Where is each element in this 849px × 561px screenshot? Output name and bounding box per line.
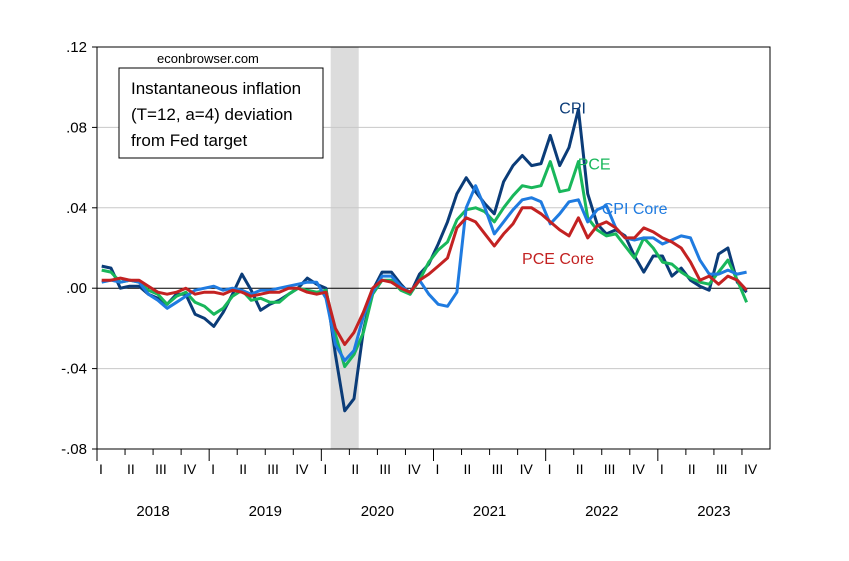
quarter-label-2023-1: I — [660, 461, 664, 477]
series-label-cpi-core: CPI Core — [602, 201, 668, 218]
series-line-cpi-core — [101, 184, 747, 363]
y-axis-ticks: .12 .08 .04 .00 -.04 -.08 — [61, 39, 97, 458]
year-label-2022: 2022 — [585, 503, 618, 520]
year-label-2023: 2023 — [697, 503, 730, 520]
y-tick-label-3: .00 — [66, 280, 87, 297]
watermark-text: econbrowser.com — [157, 51, 259, 66]
quarter-label-2021-2: II — [464, 461, 472, 477]
y-tick-label-4: -.04 — [61, 361, 87, 378]
series-label-pce: PCE — [578, 157, 611, 174]
quarter-label-2018-4: IV — [183, 461, 197, 477]
quarter-label-2018-1: I — [99, 461, 103, 477]
series-label-pce-core: PCE Core — [522, 251, 594, 268]
quarter-label-2020-2: II — [351, 461, 359, 477]
quarter-label-2022-1: I — [548, 461, 552, 477]
quarter-label-2022-2: II — [576, 461, 584, 477]
annotation-line-1: Instantaneous inflation — [131, 79, 301, 98]
y-tick-label-5: -.08 — [61, 441, 87, 458]
year-label-2021: 2021 — [473, 503, 506, 520]
quarter-label-2019-1: I — [211, 461, 215, 477]
quarter-label-2022-3: III — [604, 461, 616, 477]
series-line-pce — [101, 160, 748, 369]
series-lines — [101, 107, 748, 413]
quarter-label-2020-3: III — [379, 461, 391, 477]
quarter-label-2018-3: III — [155, 461, 167, 477]
y-tick-label-0: .12 — [66, 39, 87, 56]
annotation-line-3: from Fed target — [131, 131, 247, 150]
year-label-2020: 2020 — [361, 503, 394, 520]
quarter-label-2019-2: II — [239, 461, 247, 477]
quarter-label-2020-1: I — [323, 461, 327, 477]
quarter-label-2018-2: II — [127, 461, 135, 477]
quarter-label-2019-4: IV — [295, 461, 309, 477]
quarter-label-2023-2: II — [688, 461, 696, 477]
annotation-box-frame — [118, 67, 324, 159]
year-label-2018: 2018 — [136, 503, 169, 520]
y-tick-label-2: .04 — [66, 200, 87, 217]
quarter-label-2021-4: IV — [520, 461, 534, 477]
annotation-line-2: (T=12, a=4) deviation — [131, 105, 293, 124]
annotation-box: Instantaneous inflation (T=12, a=4) devi… — [118, 67, 324, 159]
quarter-label-2022-4: IV — [632, 461, 646, 477]
quarter-label-2021-1: I — [436, 461, 440, 477]
recession-shading-layer — [330, 47, 359, 449]
series-label-cpi: CPI — [559, 100, 586, 117]
quarter-label-2023-4: IV — [744, 461, 758, 477]
y-tick-label-1: .08 — [66, 119, 87, 136]
quarter-label-2021-3: III — [492, 461, 504, 477]
series-labels: CPI PCE CPI Core PCE Core — [522, 100, 668, 268]
gridlines — [97, 126, 770, 370]
series-line-pce-core — [101, 206, 748, 346]
recession-band — [330, 47, 359, 449]
year-label-2019: 2019 — [249, 503, 282, 520]
quarter-label-2023-3: III — [716, 461, 728, 477]
quarter-label-2020-4: IV — [407, 461, 421, 477]
quarter-label-2019-3: III — [267, 461, 279, 477]
